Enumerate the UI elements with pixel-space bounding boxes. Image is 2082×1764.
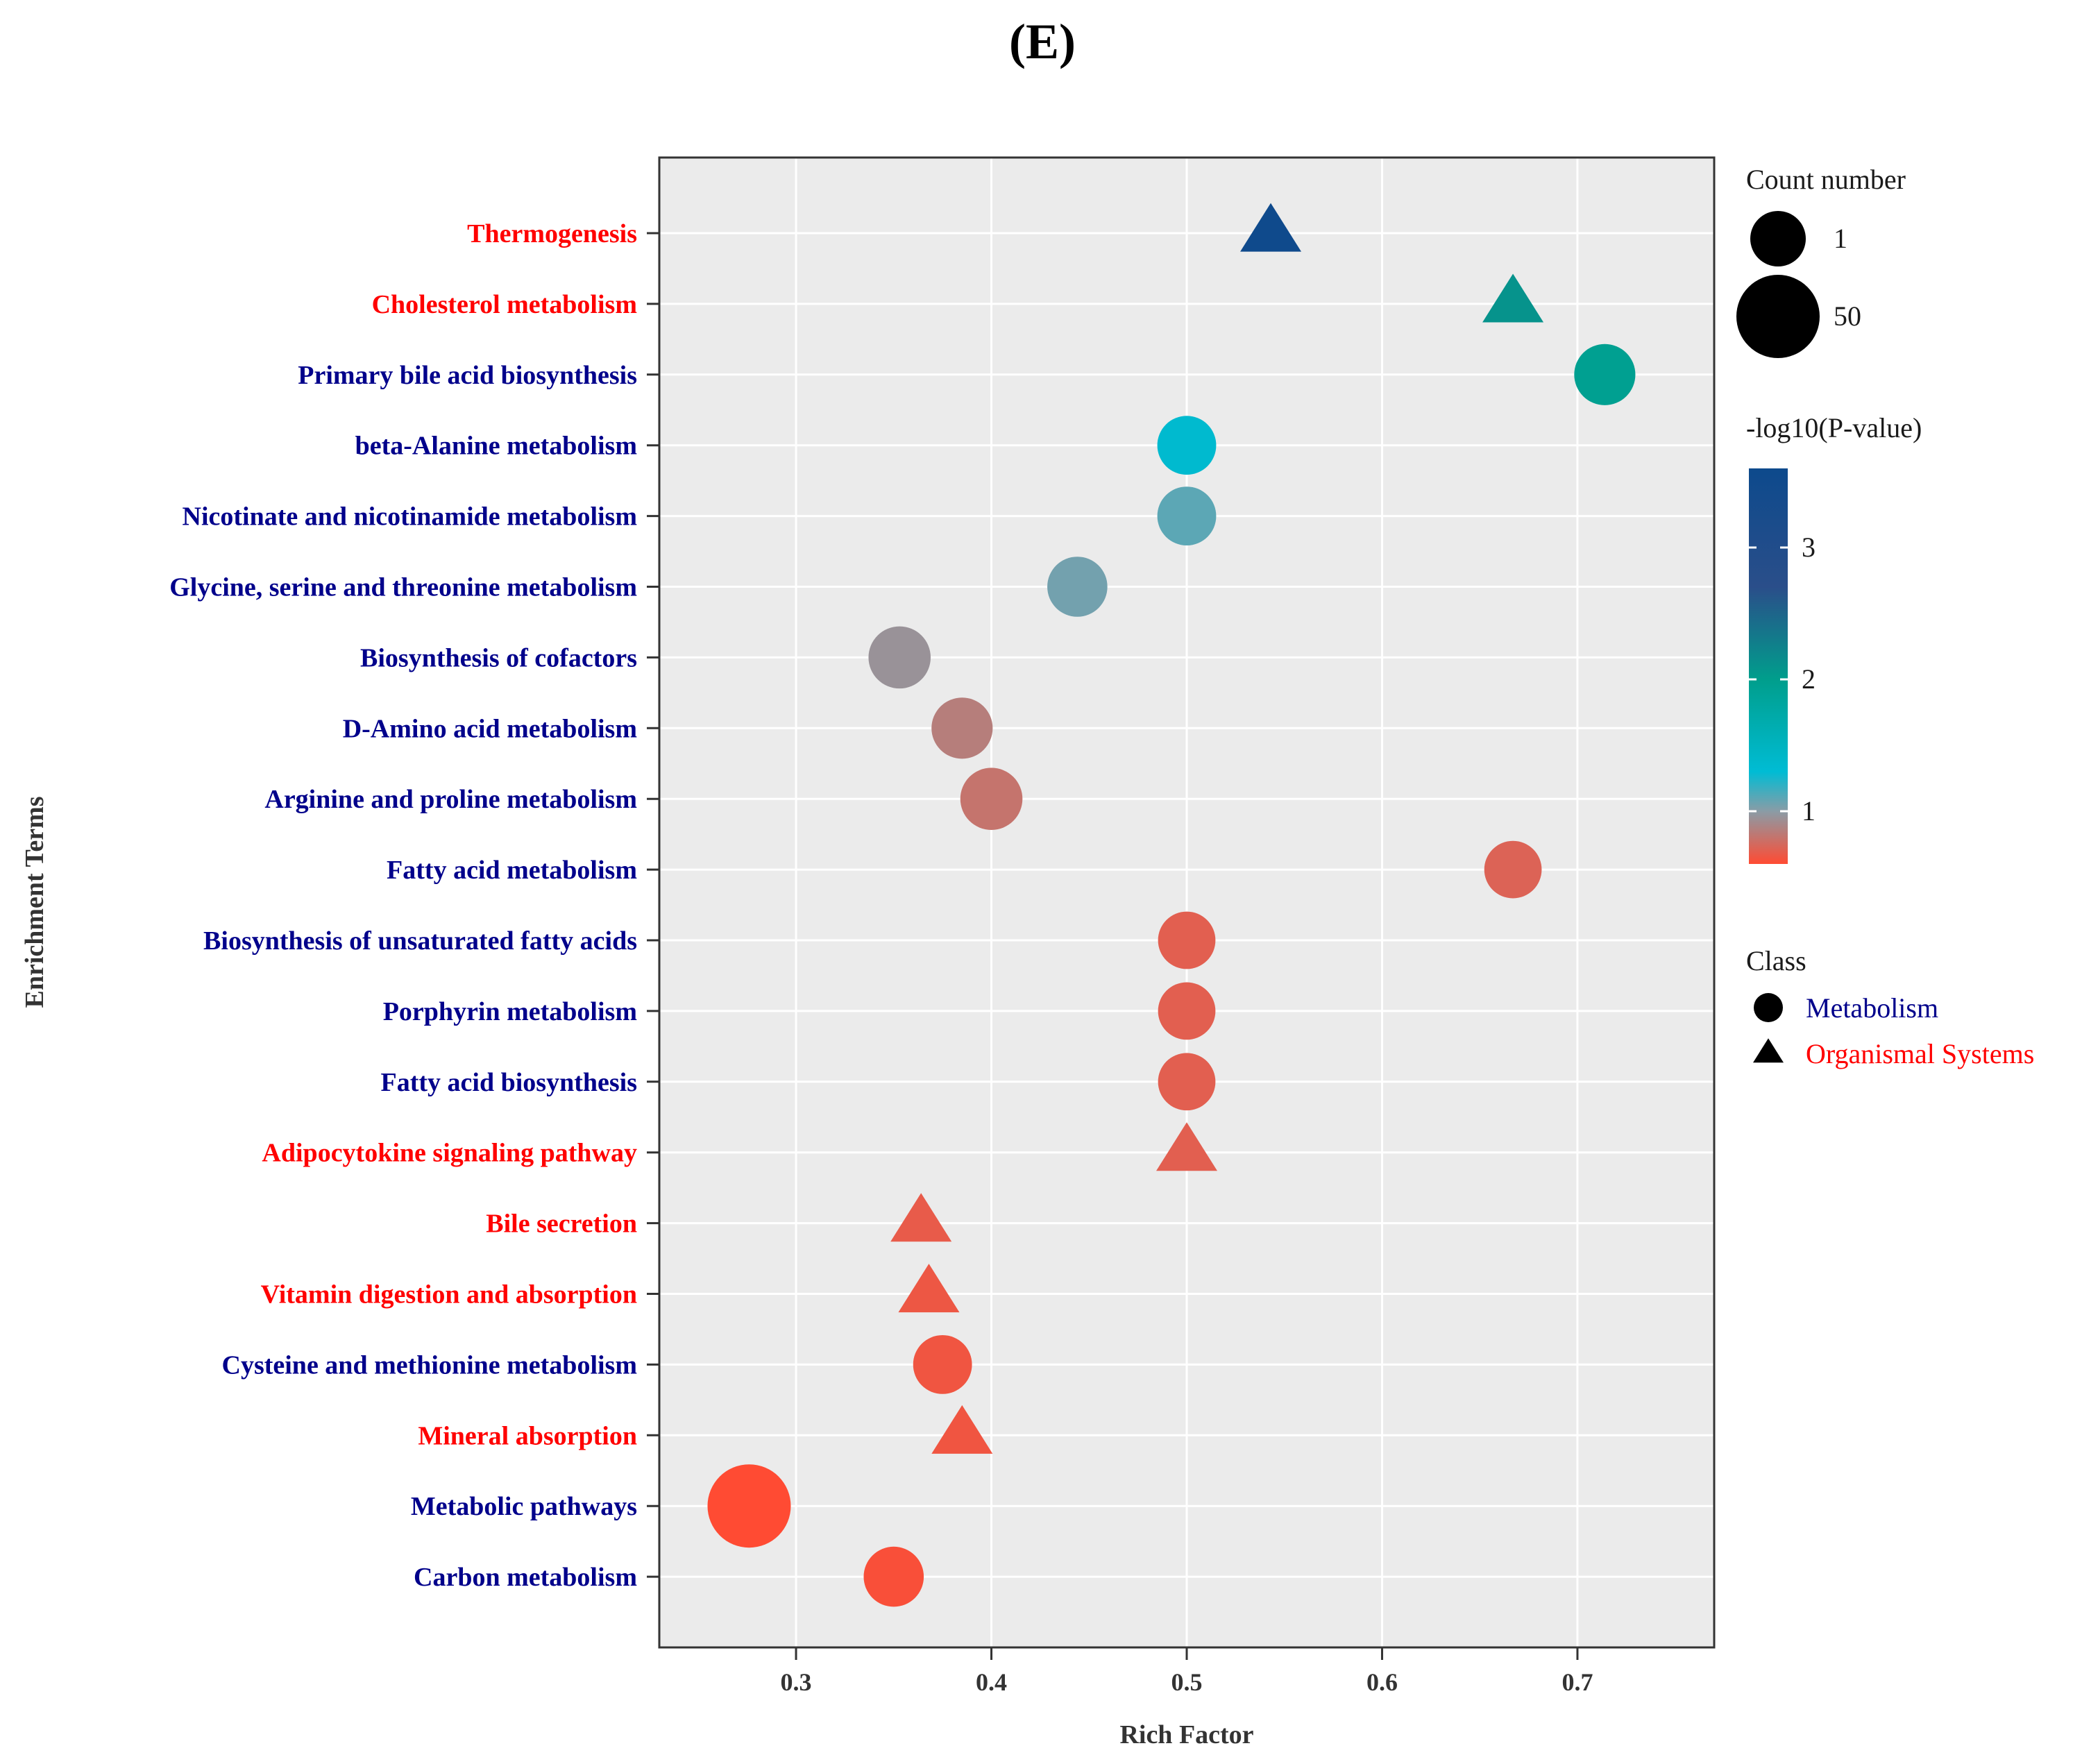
point-triangle: [890, 1193, 952, 1242]
y-tick-label: Metabolic pathways: [411, 1492, 637, 1521]
y-tick-label: Cysteine and methionine metabolism: [222, 1350, 638, 1380]
y-tick-label: beta-Alanine metabolism: [355, 432, 637, 461]
y-tick-label: Biosynthesis of unsaturated fatty acids: [203, 926, 637, 956]
size-legend-marker: [1750, 211, 1806, 266]
point-triangle: [1240, 203, 1302, 252]
color-bar-ticks: 1 2 3: [1749, 532, 1816, 826]
x-tick-label: 0.4: [976, 1668, 1007, 1696]
point-circle: [1158, 911, 1216, 969]
y-tick-label: Glycine, serine and threonine metabolism: [169, 573, 637, 602]
x-tick-label: 0.6: [1366, 1668, 1398, 1696]
y-tick-label: Arginine and proline metabolism: [264, 785, 637, 814]
point-triangle: [898, 1264, 960, 1313]
point-circle: [931, 697, 993, 759]
size-legend-label: 50: [1834, 300, 1861, 332]
x-tick-label: 0.5: [1171, 1668, 1203, 1696]
point-circle: [960, 767, 1023, 830]
color-tick-label: 2: [1802, 663, 1816, 695]
size-legend-marker: [1736, 275, 1820, 358]
x-axis-title: Rich Factor: [1119, 1720, 1253, 1749]
point-circle: [1157, 416, 1217, 475]
x-tick-label: 0.7: [1562, 1668, 1593, 1696]
y-tick-label: Bile secretion: [486, 1210, 637, 1239]
y-tick-label: Thermogenesis: [467, 219, 637, 248]
legend-size-title: Count number: [1746, 164, 1906, 195]
point-circle: [1158, 1053, 1216, 1111]
legend-color-title: -log10(P-value): [1746, 412, 1922, 443]
point-circle: [1574, 344, 1636, 405]
y-tick-label: Nicotinate and nicotinamide metabolism: [183, 502, 637, 532]
class-legend-label: Metabolism: [1806, 992, 1938, 1024]
y-tick-label: Primary bile acid biosynthesis: [298, 361, 637, 390]
point-triangle: [1156, 1122, 1217, 1171]
y-axis: Thermogenesis Cholesterol metabolism Prima…: [169, 219, 659, 1592]
y-tick-label: Biosynthesis of cofactors: [360, 643, 637, 672]
y-tick-label: Cholesterol metabolism: [372, 290, 637, 319]
y-tick-label: Adipocytokine signaling pathway: [262, 1139, 637, 1168]
point-circle: [1157, 486, 1217, 546]
x-axis: 0.3 0.4 0.5 0.6 0.7: [781, 1647, 1593, 1696]
color-tick-label: 1: [1802, 795, 1816, 826]
y-tick-label: Mineral absorption: [418, 1421, 637, 1450]
point-circle: [1484, 840, 1542, 899]
y-tick-label: Vitamin digestion and absorption: [261, 1280, 637, 1309]
x-tick-label: 0.3: [781, 1668, 812, 1696]
point-circle: [868, 626, 931, 689]
point-circle: [1047, 557, 1108, 617]
size-legend-label: 1: [1834, 223, 1847, 254]
data-points: [707, 203, 1636, 1607]
y-tick-label: Porphyrin metabolism: [383, 997, 637, 1026]
point-circle: [1158, 982, 1216, 1040]
class-legend-triangle: [1753, 1038, 1784, 1063]
legend-class-title: Class: [1746, 945, 1806, 976]
y-tick-label: Fatty acid biosynthesis: [381, 1068, 637, 1097]
color-bar: [1749, 468, 1788, 864]
point-circle: [913, 1334, 972, 1394]
y-tick-label: Carbon metabolism: [414, 1563, 637, 1592]
y-tick-label: D-Amino acid metabolism: [343, 714, 637, 743]
legend: Count number 1 50 -log10(P-value) 1 2 3 Cla…: [1736, 164, 2034, 1069]
point-triangle: [1482, 273, 1544, 323]
color-tick-label: 3: [1802, 532, 1816, 563]
size-legend: 1 50: [1736, 211, 1861, 358]
point-circle: [863, 1546, 924, 1607]
y-axis-title: Enrichment Terms: [20, 796, 49, 1008]
class-legend-circle: [1754, 993, 1783, 1022]
panel-label: (E): [1009, 14, 1076, 69]
class-legend: Metabolism Organismal Systems: [1753, 992, 2034, 1069]
point-circle: [707, 1464, 791, 1548]
class-legend-label: Organismal Systems: [1806, 1038, 2034, 1069]
y-tick-label: Fatty acid metabolism: [387, 856, 637, 885]
point-triangle: [931, 1405, 993, 1454]
